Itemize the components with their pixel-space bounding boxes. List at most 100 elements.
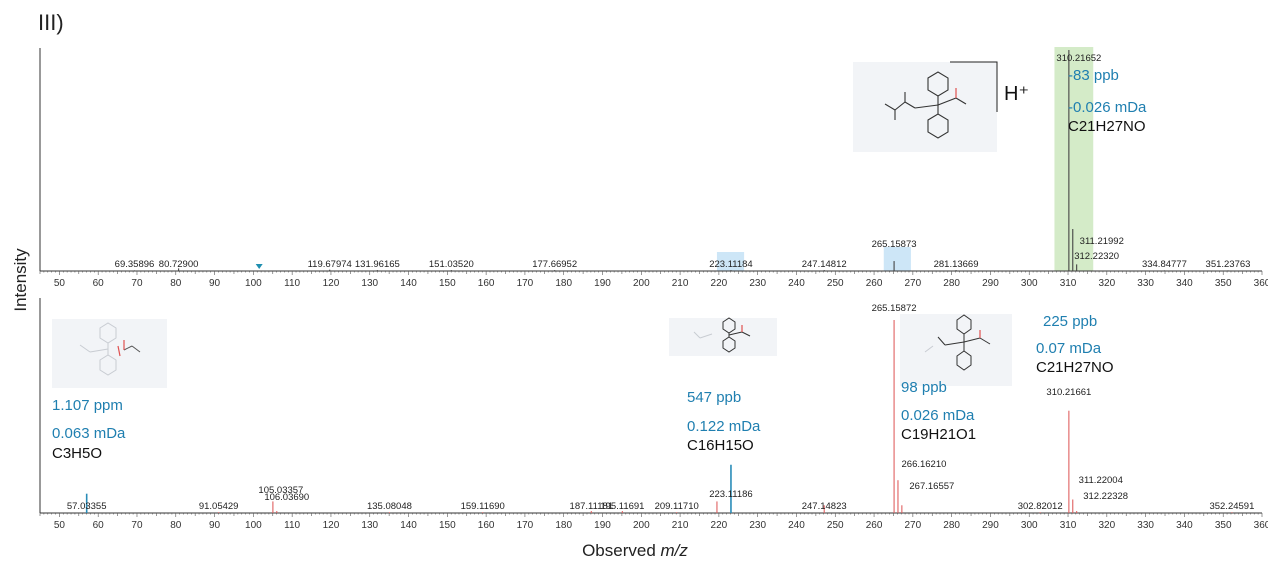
x-tick-label: 230: [749, 278, 766, 289]
peak-label: 265.15872: [872, 303, 917, 314]
x-tick-label: 280: [943, 520, 960, 531]
x-tick-label: 340: [1176, 278, 1193, 289]
x-tick-label: 90: [209, 278, 221, 289]
peak-label: 105.03357: [258, 485, 303, 496]
top-ion-label: H⁺: [1004, 83, 1029, 105]
x-tick-label: 190: [594, 520, 611, 531]
x-tick-label: 100: [245, 278, 262, 289]
x-tick-label: 250: [827, 520, 844, 531]
bottom-anno-4-ppb: 225 ppb: [1043, 313, 1097, 330]
x-tick-label: 240: [788, 278, 805, 289]
x-tick-label: 120: [323, 278, 340, 289]
peak-label: 312.22320: [1074, 251, 1119, 262]
x-tick-label: 130: [361, 520, 378, 531]
x-tick-label: 320: [1098, 278, 1115, 289]
top-formula: C21H27NO: [1068, 118, 1146, 135]
bottom-anno-4-formula: C21H27NO: [1036, 359, 1114, 376]
x-tick-label: 300: [1021, 278, 1038, 289]
x-tick-label: 170: [517, 520, 534, 531]
x-tick-label: 100: [245, 520, 262, 531]
peak-label: 352.24591: [1209, 501, 1254, 512]
x-tick-label: 310: [1060, 520, 1077, 531]
x-tick-label: 50: [54, 520, 66, 531]
x-tick-label: 150: [439, 278, 456, 289]
x-tick-label: 160: [478, 278, 495, 289]
x-axis-title-prefix: Observed: [582, 541, 660, 560]
x-tick-label: 200: [633, 278, 650, 289]
x-tick-label: 330: [1137, 278, 1154, 289]
peak-label: 310.21661: [1046, 387, 1091, 398]
bottom-anno-2-mda: 0.122 mDa: [687, 418, 761, 435]
peak-label: 302.82012: [1018, 501, 1063, 512]
x-tick-label: 50: [54, 278, 66, 289]
x-tick-label: 210: [672, 278, 689, 289]
x-tick-label: 140: [400, 520, 417, 531]
x-tick-label: 290: [982, 520, 999, 531]
peak-label: 265.15873: [872, 239, 917, 250]
peak-label: 187.11181: [570, 501, 614, 512]
bottom-anno-3-formula: C19H21O1: [901, 426, 976, 443]
peak-label: 91.05429: [199, 501, 239, 512]
x-tick-label: 340: [1176, 520, 1193, 531]
x-tick-label: 230: [749, 520, 766, 531]
x-tick-label: 310: [1060, 278, 1077, 289]
x-tick-label: 70: [131, 278, 143, 289]
top-structure-box: [853, 61, 998, 152]
peak-label: 106.03690: [264, 492, 309, 503]
bottom-spectrum-panel: 50 60 70 80 90 100 110 120 130 140 150 160 170 180 190…: [39, 298, 1268, 531]
highlight-band: [883, 247, 911, 271]
x-axis-title: Observed m/z: [582, 541, 688, 560]
x-tick-label: 280: [943, 278, 960, 289]
x-tick-label: 80: [170, 278, 182, 289]
bottom-structure-box-3: [900, 314, 1012, 386]
x-tick-label: 180: [555, 520, 572, 531]
bottom-anno-3-mda: 0.026 mDa: [901, 407, 975, 424]
x-tick-label: 330: [1137, 520, 1154, 531]
highlight-band: [716, 252, 745, 271]
peak-label: 119.67974: [308, 259, 352, 270]
peak-label: 266.16210: [902, 459, 947, 470]
panel-label: III): [38, 10, 64, 35]
x-tick-label: 170: [517, 278, 534, 289]
peak-label: 334.84777: [1142, 259, 1187, 270]
peak-label: 135.08048: [367, 501, 412, 512]
peak-label: 311.22004: [1079, 475, 1123, 486]
bottom-anno-4-mda: 0.07 mDa: [1036, 340, 1102, 357]
peak-label: 80.72900: [159, 259, 199, 270]
peak-label: 69.35896: [115, 259, 155, 270]
peak-label: 209.11710: [655, 501, 699, 512]
x-tick-label: 300: [1021, 520, 1038, 531]
highlight-band: [1054, 47, 1094, 271]
peak-label: 223.11184: [709, 259, 753, 270]
x-tick-label: 160: [478, 520, 495, 531]
x-tick-label: 250: [827, 278, 844, 289]
x-tick-label: 180: [555, 278, 572, 289]
x-tick-label: 200: [633, 520, 650, 531]
x-tick-label: 360: [1254, 520, 1268, 531]
bottom-anno-3-ppb: 98 ppb: [901, 379, 947, 396]
x-tick-label: 110: [284, 520, 300, 531]
peak-label: 159.11690: [461, 501, 505, 512]
peak-label: 195.11691: [600, 501, 644, 512]
bottom-anno-1-formula: C3H5O: [52, 445, 102, 462]
bottom-structure-box-2: [669, 317, 777, 356]
x-tick-label: 220: [711, 520, 728, 531]
y-axis-title: Intensity: [11, 248, 30, 312]
peak-label: 57.03355: [67, 501, 107, 512]
top-mda: -0.026 mDa: [1068, 99, 1147, 116]
x-tick-label: 320: [1098, 520, 1115, 531]
x-tick-label: 220: [711, 278, 728, 289]
x-tick-label: 290: [982, 278, 999, 289]
x-tick-label: 350: [1215, 278, 1232, 289]
bottom-anno-1-mda: 0.063 mDa: [52, 425, 126, 442]
peak-label: 310.21652: [1056, 53, 1101, 64]
x-tick-label: 60: [93, 520, 105, 531]
x-tick-label: 240: [788, 520, 805, 531]
peak-label: 351.23763: [1206, 259, 1251, 270]
x-tick-label: 270: [905, 520, 922, 531]
x-tick-label: 140: [400, 278, 417, 289]
peak-label: 312.22328: [1083, 491, 1128, 502]
x-tick-label: 90: [209, 520, 221, 531]
x-axis-title-mz: m/z: [661, 541, 689, 560]
x-tick-label: 260: [866, 278, 883, 289]
